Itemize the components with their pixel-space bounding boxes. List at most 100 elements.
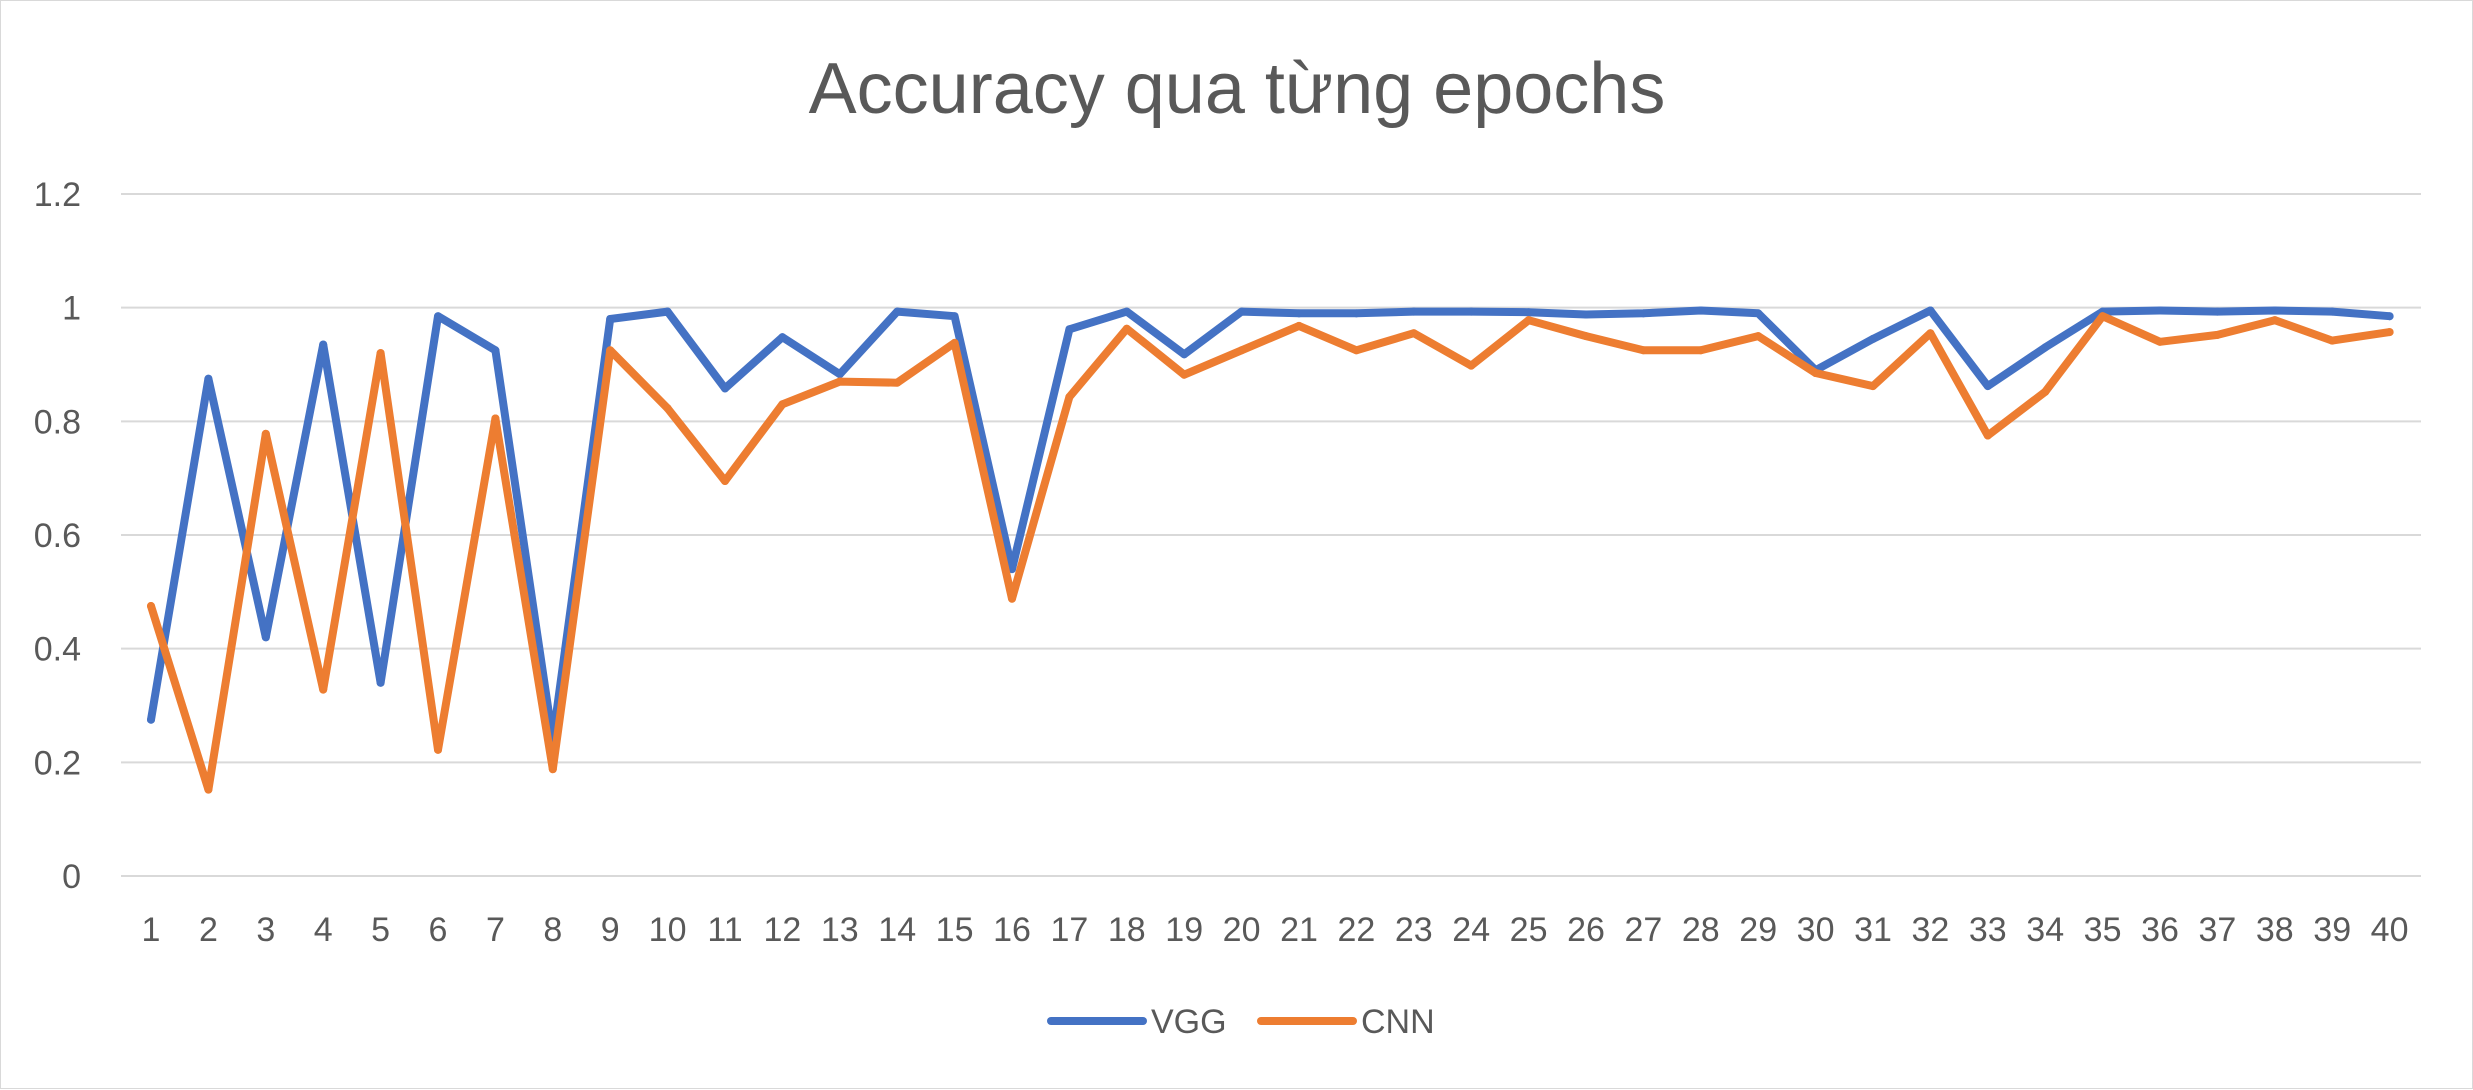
data-point-cnn bbox=[1869, 382, 1877, 391]
data-point-cnn bbox=[2156, 337, 2164, 346]
x-tick-label: 15 bbox=[936, 911, 974, 949]
data-point-vgg bbox=[261, 633, 270, 642]
x-tick-label: 21 bbox=[1280, 911, 1318, 949]
x-tick-label: 27 bbox=[1624, 911, 1662, 949]
data-point-vgg bbox=[1524, 308, 1533, 317]
x-tick-label: 13 bbox=[821, 911, 859, 949]
x-tick-label: 4 bbox=[314, 911, 333, 949]
x-tick-label: 24 bbox=[1452, 911, 1490, 949]
data-point-vgg bbox=[2156, 306, 2164, 315]
data-point-cnn bbox=[434, 745, 442, 754]
data-point-vgg bbox=[1295, 309, 1303, 318]
x-tick-label: 14 bbox=[878, 911, 916, 949]
data-point-cnn bbox=[1237, 346, 1246, 355]
y-tick-label: 0.2 bbox=[34, 744, 81, 782]
data-point-vgg bbox=[1467, 307, 1476, 316]
x-tick-label: 32 bbox=[1911, 911, 1949, 949]
data-point-vgg bbox=[1983, 382, 1992, 391]
data-point-cnn bbox=[1696, 346, 1705, 355]
data-point-vgg bbox=[376, 678, 385, 687]
x-tick-label: 17 bbox=[1050, 911, 1088, 949]
chart-title: Accuracy qua từng epochs bbox=[809, 49, 1666, 129]
data-point-vgg bbox=[1409, 307, 1418, 316]
data-point-cnn bbox=[1926, 329, 1935, 338]
data-point-vgg bbox=[1582, 310, 1590, 319]
x-tick-label: 33 bbox=[1969, 911, 2007, 949]
data-point-cnn bbox=[950, 338, 959, 347]
data-point-vgg bbox=[1237, 307, 1246, 316]
data-point-vgg bbox=[778, 333, 787, 342]
y-axis-ticks: 0 0.2 0.4 0.6 0.8 1 1.2 bbox=[34, 176, 81, 896]
data-point-cnn bbox=[1295, 321, 1303, 330]
data-point-cnn bbox=[2385, 328, 2394, 337]
data-point-cnn bbox=[376, 349, 385, 358]
x-tick-label: 30 bbox=[1797, 911, 1835, 949]
x-tick-label: 1 bbox=[142, 911, 161, 949]
data-point-cnn bbox=[778, 400, 787, 409]
data-point-cnn bbox=[204, 785, 213, 794]
series-line-vgg bbox=[147, 306, 2394, 744]
x-tick-label: 34 bbox=[2026, 911, 2064, 949]
data-point-cnn bbox=[2213, 330, 2222, 339]
legend-label-cnn: CNN bbox=[1361, 1003, 1435, 1041]
x-tick-label: 11 bbox=[707, 911, 742, 949]
data-point-vgg bbox=[1352, 309, 1361, 318]
x-tick-label: 2 bbox=[199, 911, 218, 949]
legend: VGG CNN bbox=[1047, 1003, 1435, 1041]
data-point-vgg bbox=[2385, 312, 2394, 321]
x-tick-label: 16 bbox=[993, 911, 1031, 949]
data-point-cnn bbox=[319, 685, 328, 694]
x-tick-label: 37 bbox=[2198, 911, 2236, 949]
data-point-cnn bbox=[491, 414, 500, 423]
x-tick-label: 9 bbox=[601, 911, 620, 949]
x-tick-label: 8 bbox=[543, 911, 562, 949]
data-point-cnn bbox=[1352, 346, 1361, 355]
data-point-cnn bbox=[2328, 336, 2337, 345]
y-tick-label: 1 bbox=[62, 290, 81, 328]
data-point-cnn bbox=[2098, 312, 2107, 321]
data-point-cnn bbox=[1754, 332, 1763, 341]
data-point-vgg bbox=[1639, 309, 1648, 318]
data-point-cnn bbox=[1582, 332, 1590, 341]
y-tick-label: 0.6 bbox=[34, 517, 81, 555]
x-tick-label: 5 bbox=[371, 911, 390, 949]
data-point-cnn bbox=[1065, 392, 1074, 401]
data-point-vgg bbox=[147, 715, 155, 724]
data-point-vgg bbox=[1122, 307, 1131, 316]
data-point-vgg bbox=[1869, 334, 1877, 343]
x-tick-label: 6 bbox=[429, 911, 448, 949]
data-point-cnn bbox=[548, 765, 557, 774]
data-point-vgg bbox=[1180, 350, 1189, 359]
x-tick-label: 26 bbox=[1567, 911, 1605, 949]
x-tick-label: 36 bbox=[2141, 911, 2179, 949]
data-point-cnn bbox=[1409, 329, 1418, 338]
data-point-vgg bbox=[893, 307, 902, 316]
x-tick-label: 3 bbox=[256, 911, 275, 949]
data-point-cnn bbox=[606, 346, 615, 355]
data-point-cnn bbox=[2270, 316, 2279, 325]
data-point-cnn bbox=[663, 404, 672, 413]
x-tick-label: 29 bbox=[1739, 911, 1777, 949]
data-point-vgg bbox=[606, 315, 615, 324]
y-tick-label: 0.8 bbox=[34, 403, 81, 441]
x-tick-label: 31 bbox=[1854, 911, 1892, 949]
data-point-cnn bbox=[835, 377, 844, 386]
data-point-vgg bbox=[2041, 343, 2050, 352]
data-point-vgg bbox=[1754, 309, 1763, 318]
y-tick-label: 0.4 bbox=[34, 631, 81, 669]
x-tick-label: 10 bbox=[649, 911, 687, 949]
data-point-cnn bbox=[893, 378, 902, 387]
data-point-cnn bbox=[1811, 369, 1820, 378]
data-point-vgg bbox=[2270, 306, 2279, 315]
data-point-vgg bbox=[1008, 565, 1016, 574]
data-point-cnn bbox=[1467, 361, 1476, 370]
legend-label-vgg: VGG bbox=[1151, 1003, 1227, 1041]
x-tick-label: 18 bbox=[1108, 911, 1146, 949]
data-point-cnn bbox=[1639, 346, 1648, 355]
data-point-cnn bbox=[1122, 324, 1131, 333]
data-point-cnn bbox=[1983, 431, 1992, 440]
x-tick-label: 20 bbox=[1223, 911, 1261, 949]
data-point-vgg bbox=[721, 384, 729, 393]
